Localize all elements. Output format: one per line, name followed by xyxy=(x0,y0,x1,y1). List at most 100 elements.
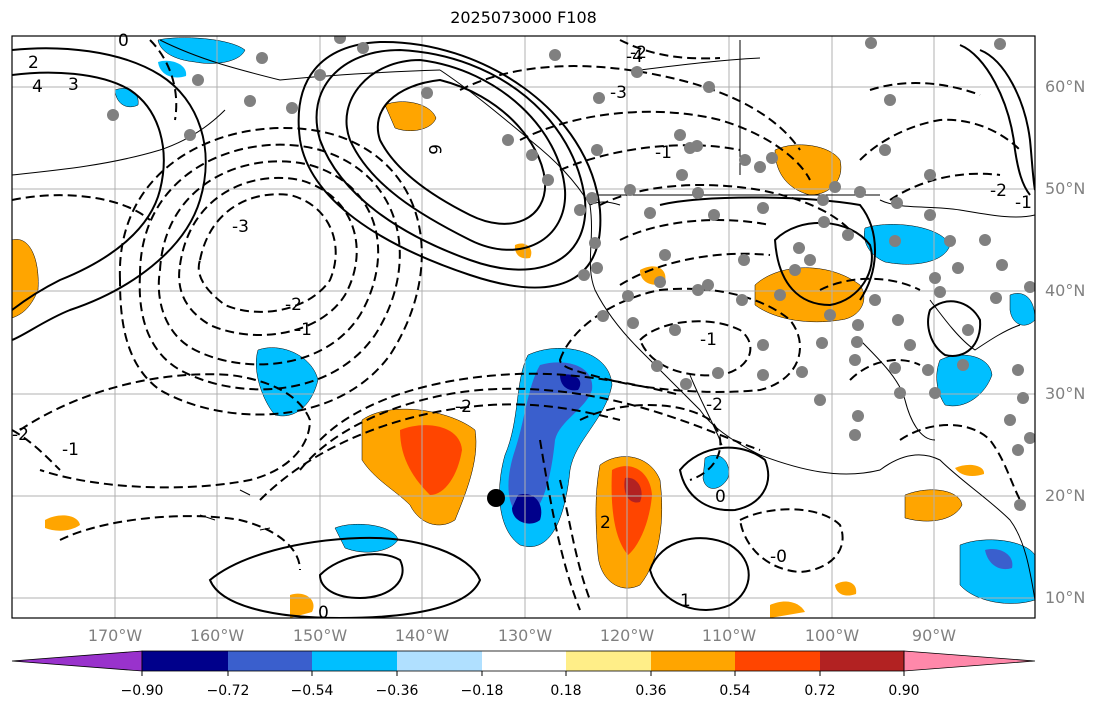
contour-label: 1 xyxy=(680,591,691,611)
contour-label: -3 xyxy=(610,83,627,103)
colorbar-seg xyxy=(735,651,820,671)
colorbar-extend-left xyxy=(11,650,143,672)
contour-label: 6 xyxy=(424,144,444,155)
colorbar-tick-label: −0.54 xyxy=(290,683,334,699)
contour-label: -2 xyxy=(455,397,472,417)
contour-label: 4 xyxy=(32,77,43,97)
shade-blue-cam xyxy=(959,539,1035,604)
lat-label: 60°N xyxy=(1045,77,1086,96)
contour-label: -1 xyxy=(295,320,312,340)
colorbar-seg xyxy=(482,651,566,671)
map-title: 2025073000 F108 xyxy=(450,8,597,27)
contour-solid-3 xyxy=(315,48,587,271)
contour-label: -2 xyxy=(706,395,723,415)
shade-orange-small5 xyxy=(770,601,805,618)
contour-label: -0 xyxy=(770,547,787,567)
contour-label-layer: 0 2 4 3 6 -3 -2 -1 -2 -2 -1 -4 -3 -2 -1 … xyxy=(12,31,1032,623)
lon-label: 120°W xyxy=(599,626,655,645)
contour-label: -1 xyxy=(1015,193,1032,213)
contour-label: -1 xyxy=(62,440,79,460)
lon-label: 170°W xyxy=(87,626,143,645)
colorbar-tick-label: 0.36 xyxy=(635,683,667,699)
colorbar-seg xyxy=(651,651,735,671)
coastlines xyxy=(12,39,1035,601)
colorbar-tick-label: −0.72 xyxy=(206,683,250,699)
colorbar-seg xyxy=(566,651,651,671)
station-dots xyxy=(107,36,1035,511)
colorbar-seg xyxy=(312,651,397,671)
shade-blue-baja xyxy=(702,454,729,489)
shade-orange-small4 xyxy=(955,464,985,476)
contour-label: 0 xyxy=(318,603,329,623)
colorbar xyxy=(11,650,1036,676)
map-frame xyxy=(11,35,1036,619)
lat-label: 30°N xyxy=(1045,384,1086,403)
contour-solid-far-ne xyxy=(979,49,1035,191)
shade-blue-ak3 xyxy=(158,60,187,78)
contour-solid-far-ne2 xyxy=(959,44,1031,196)
colorbar-tick-label: 0.90 xyxy=(888,683,920,699)
shade-navy-2 xyxy=(560,374,581,391)
contour-label: -1 xyxy=(700,330,717,350)
shade-red-120 xyxy=(611,466,652,555)
shade-orange-small6 xyxy=(835,581,857,596)
contour-solid-ne xyxy=(927,300,982,357)
contour-label: 0 xyxy=(118,31,129,51)
contour-label: -2 xyxy=(630,43,647,63)
contour-label: -2 xyxy=(990,181,1007,201)
shade-blue-cam-dark xyxy=(985,549,1013,570)
contour-label: -2 xyxy=(285,295,302,315)
shade-blue-central xyxy=(255,347,319,417)
contour-solid-west xyxy=(12,71,165,311)
contour-solid-2 xyxy=(345,58,567,251)
contour-solid-s xyxy=(648,537,750,611)
contours xyxy=(12,40,1035,618)
contour-label: 0 xyxy=(715,487,726,507)
colorbar-tick-label: 0.18 xyxy=(550,683,582,699)
colorbar-tick-label: −0.90 xyxy=(120,683,164,699)
lon-label: 140°W xyxy=(394,626,450,645)
location-marker xyxy=(487,489,505,507)
lat-label: 40°N xyxy=(1045,281,1086,300)
lon-label: 90°W xyxy=(911,626,957,645)
colorbar-seg xyxy=(142,651,228,671)
colorbar-tick-label: 0.72 xyxy=(804,683,836,699)
contour-solid-baja xyxy=(678,446,770,512)
shade-orange-small1 xyxy=(290,593,314,618)
lat-label: 50°N xyxy=(1045,179,1086,198)
colorbar-seg xyxy=(228,651,312,671)
colorbar-tick-label: −0.18 xyxy=(460,683,504,699)
colorbar-extend-right xyxy=(903,650,1036,672)
contour-label: 2 xyxy=(600,513,611,533)
contour-label: -1 xyxy=(655,143,672,163)
shade-blue-mid xyxy=(508,362,593,520)
contour-solid-west2 xyxy=(12,47,207,341)
shade-orange-gulf xyxy=(754,267,865,323)
shade-blue-ak1 xyxy=(157,37,246,64)
shade-navy xyxy=(512,494,542,524)
shade-orange-alaska xyxy=(384,101,437,131)
lon-label: 110°W xyxy=(701,626,757,645)
contour-label: -2 xyxy=(12,425,29,445)
shading-layer xyxy=(12,37,1035,618)
contour-solid-sw2 xyxy=(318,553,404,600)
lon-label: 100°W xyxy=(804,626,860,645)
contour-label: 2 xyxy=(28,53,39,73)
colorbar-tick-label: −0.36 xyxy=(375,683,419,699)
colorbar-seg xyxy=(397,651,482,671)
shade-blue-gl xyxy=(864,224,951,265)
contour-solid-sw xyxy=(208,536,482,618)
colorbar-tick-label: 0.54 xyxy=(719,683,751,699)
contour-label: -4 xyxy=(626,47,643,67)
lon-label: 160°W xyxy=(189,626,245,645)
shade-orange-west xyxy=(12,239,39,319)
shade-blue-east xyxy=(1009,293,1035,326)
shade-blue-se xyxy=(936,354,993,407)
contours-dashed xyxy=(12,39,1021,611)
shade-orange-small2 xyxy=(45,515,80,531)
map-panel xyxy=(12,36,1035,618)
lat-label: 20°N xyxy=(1045,486,1086,505)
contour-solid-nw xyxy=(659,196,876,301)
lon-label: 130°W xyxy=(497,626,553,645)
